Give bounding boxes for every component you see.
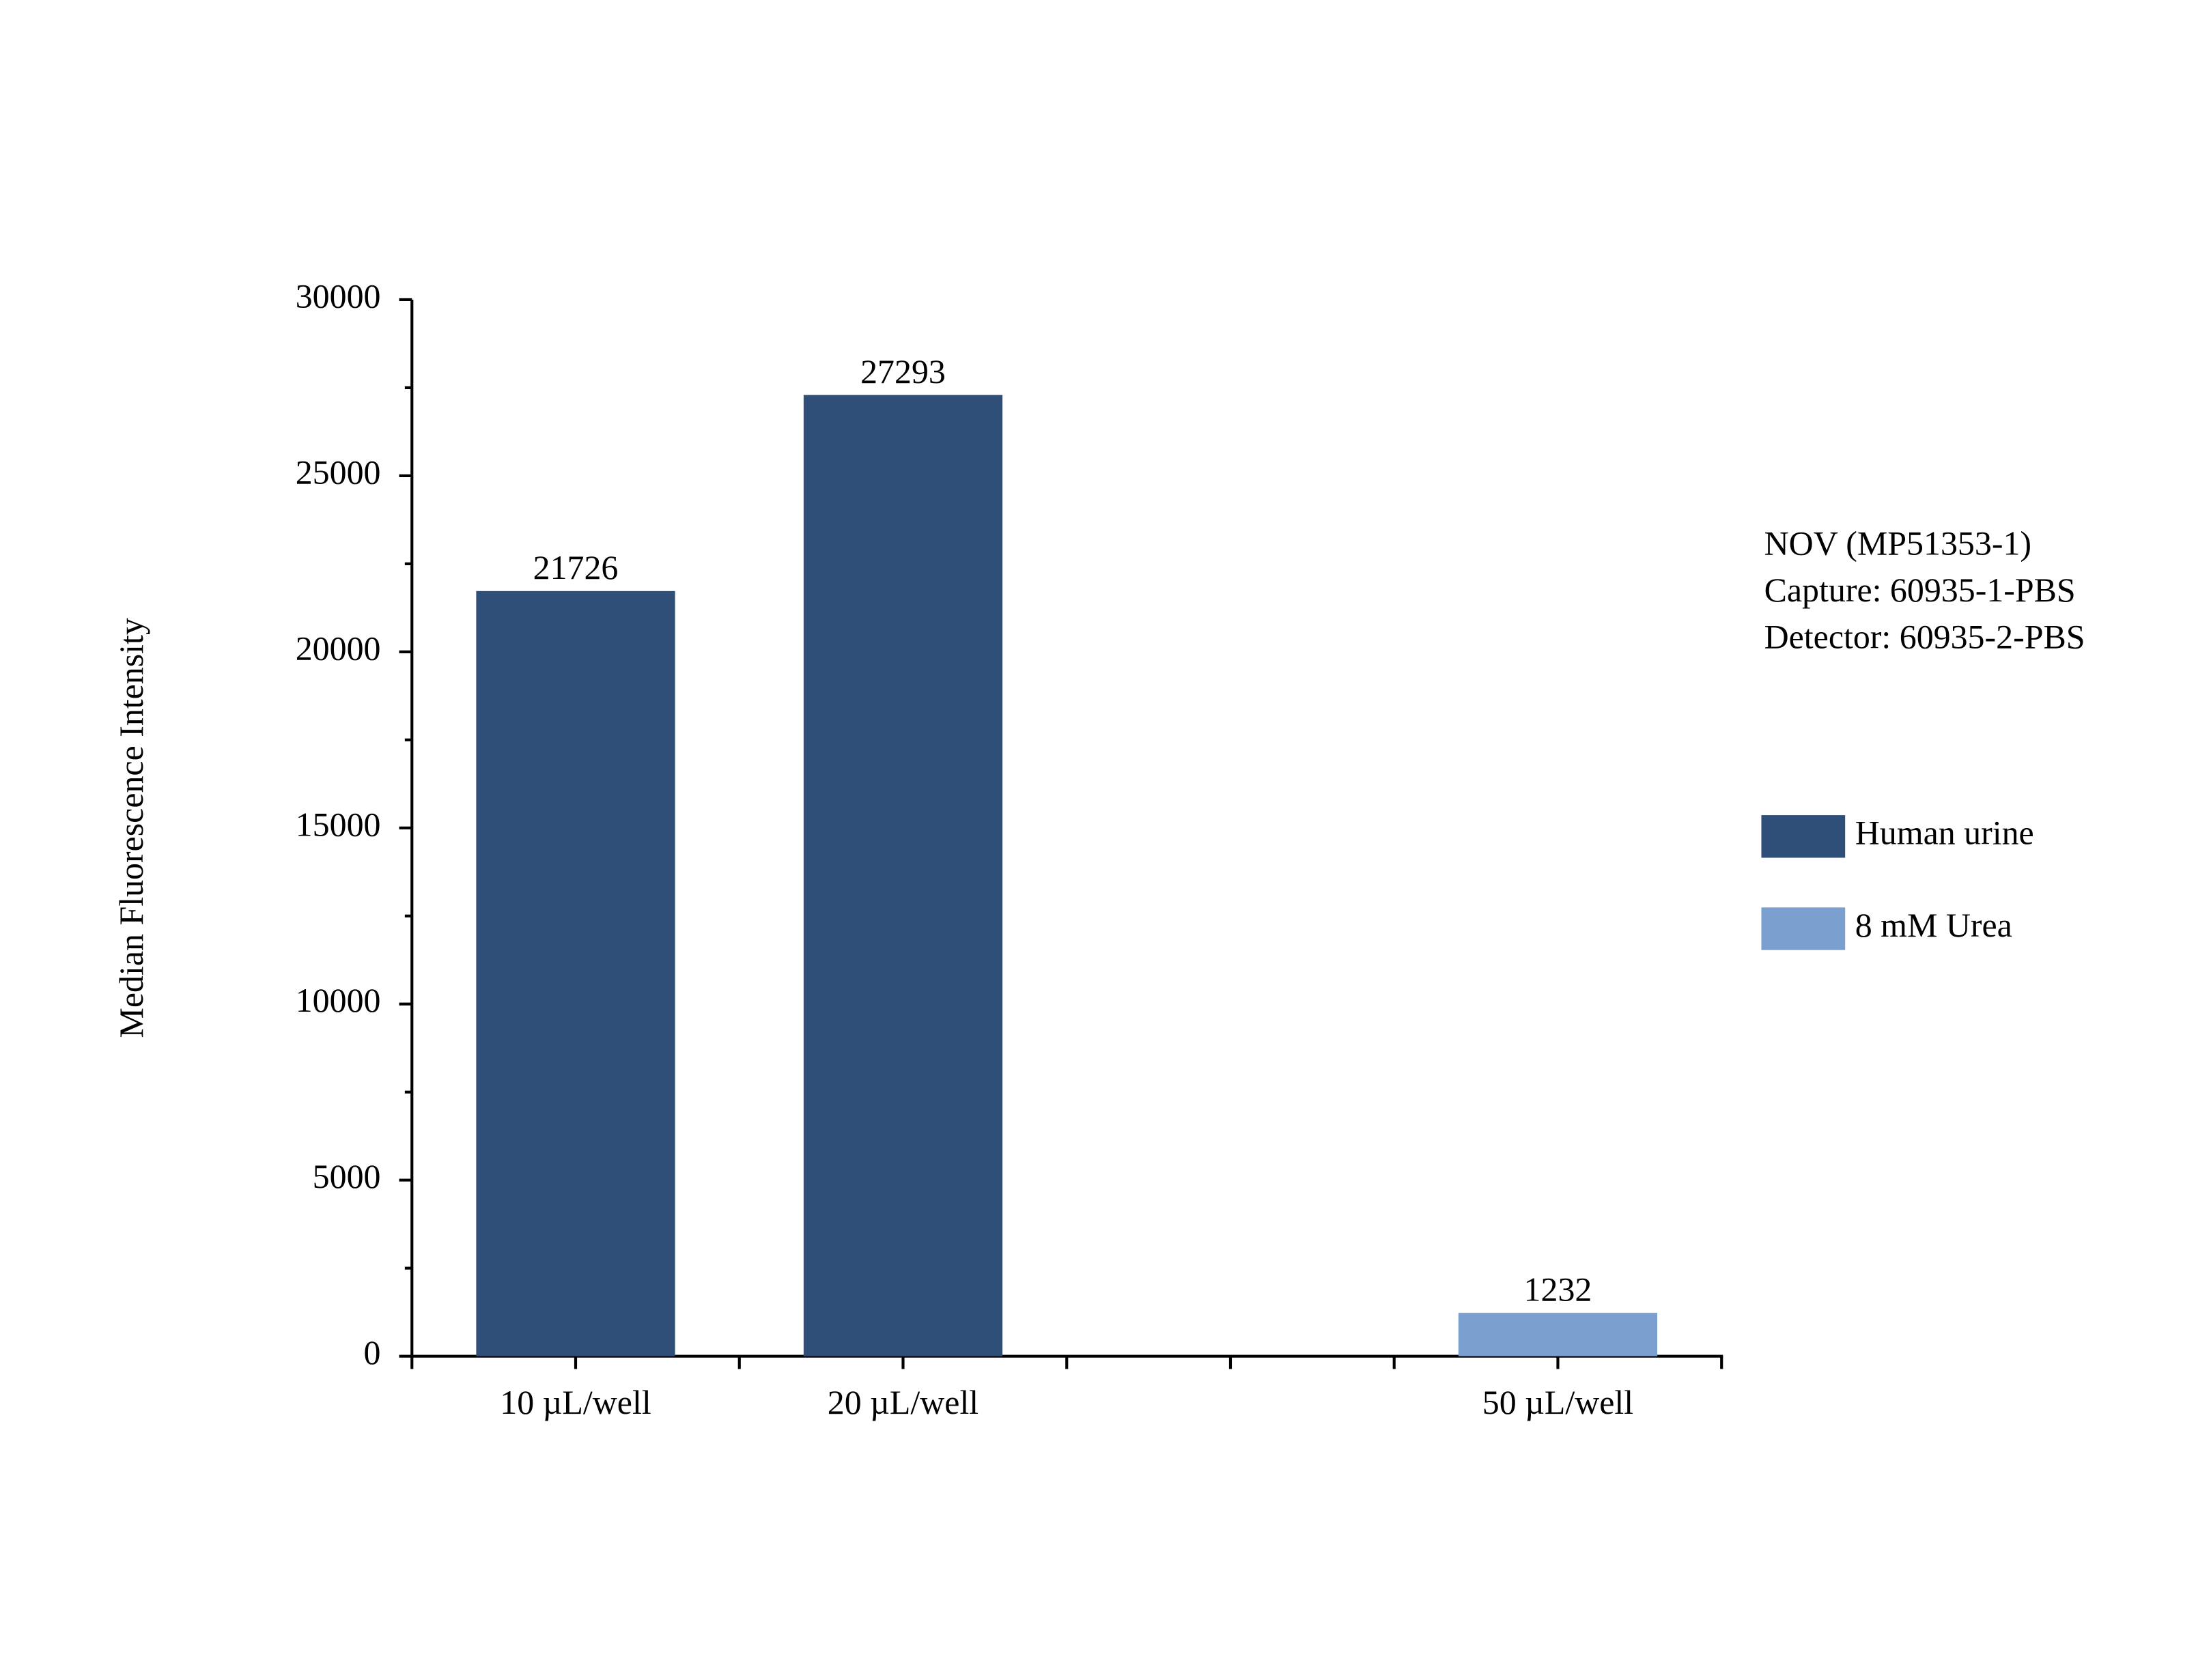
y-tick-label: 0	[364, 1334, 381, 1371]
legend-swatch	[1761, 815, 1846, 858]
data-label: 27293	[860, 353, 946, 390]
bar	[1458, 1313, 1658, 1356]
x-tick-label: 20 µL/well	[828, 1384, 979, 1421]
bar	[803, 395, 1003, 1356]
data-label: 1232	[1524, 1270, 1592, 1308]
y-tick-label: 25000	[296, 453, 381, 491]
x-tick-label: 10 µL/well	[500, 1384, 651, 1421]
data-label: 21726	[533, 549, 619, 586]
legend-label: Human urine	[1855, 814, 2034, 852]
bar	[476, 590, 675, 1356]
y-tick-label: 15000	[296, 806, 381, 843]
y-axis-label: Median Fluorescence Intensity	[113, 618, 150, 1038]
y-tick-label: 10000	[296, 982, 381, 1019]
annotation: Detector: 60935-2-PBS	[1764, 618, 2085, 656]
annotation: Capture: 60935-1-PBS	[1764, 571, 2076, 609]
x-tick-label: 50 µL/well	[1482, 1384, 1633, 1421]
annotation: NOV (MP51353-1)	[1764, 524, 2031, 562]
legend-swatch	[1761, 907, 1846, 950]
y-tick-label: 30000	[296, 277, 381, 315]
y-tick-label: 5000	[313, 1158, 381, 1195]
y-tick-label: 20000	[296, 629, 381, 667]
legend-label: 8 mM Urea	[1855, 907, 2012, 944]
